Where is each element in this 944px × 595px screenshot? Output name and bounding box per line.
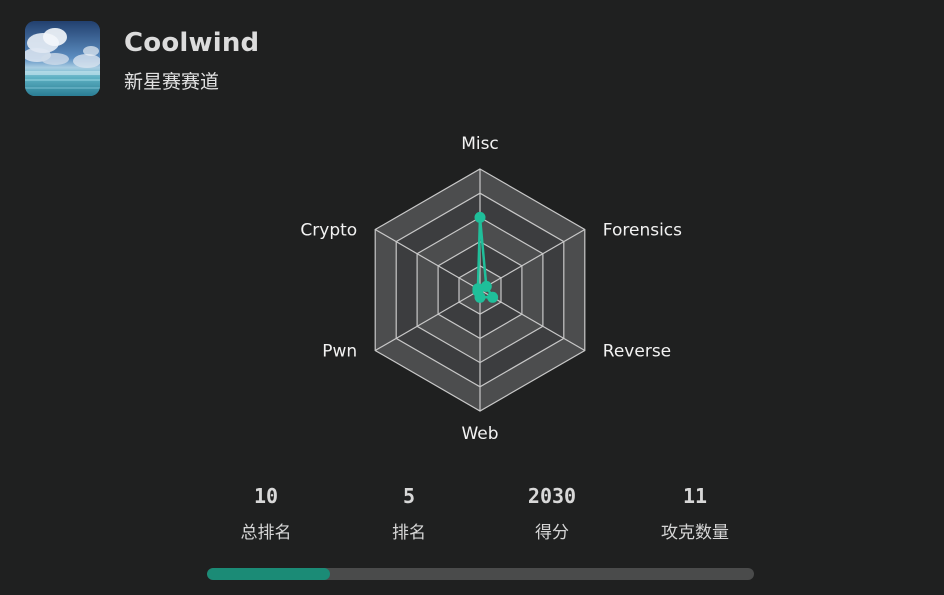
radar-axis-label-pwn: Pwn (322, 342, 357, 362)
stat-solved-count-value: 11 (682, 484, 708, 508)
radar-spoke-forensics (479, 228, 586, 291)
radar-axis-label-reverse: Reverse (603, 342, 671, 362)
stat-solved-count: 11 攻克数量 (625, 484, 765, 543)
sky-clouds-ocean-avatar-icon (25, 21, 100, 96)
stat-rank-label: 排名 (392, 523, 426, 543)
radar-axis-label-web: Web (461, 424, 498, 444)
stat-solved-count-label: 攻克数量 (661, 523, 729, 543)
radar-axis-label-misc: Misc (461, 134, 499, 154)
progress-bar (207, 568, 754, 580)
stat-total-rank-value: 10 (253, 484, 279, 508)
radar-spoke-reverse (479, 289, 586, 352)
radar-point-misc (474, 211, 486, 223)
avatar[interactable] (25, 21, 100, 96)
radar-axis-label-crypto: Crypto (300, 221, 357, 241)
stat-score: 2030 得分 (482, 484, 622, 543)
radar-point-forensics (480, 280, 492, 292)
stat-rank-value: 5 (402, 484, 416, 508)
stat-score-label: 得分 (535, 523, 569, 543)
skill-radar-chart: Misc Forensics Reverse Web Pwn Crypto (300, 134, 682, 444)
username: Coolwind (124, 28, 260, 58)
progress-bar-fill (207, 568, 331, 580)
stat-rank: 5 排名 (339, 484, 479, 543)
radar-point-reverse (487, 291, 499, 303)
radar-axis-label-forensics: Forensics (603, 221, 682, 241)
radar-point-crypto (472, 283, 484, 295)
radar-spoke-pwn (374, 289, 481, 352)
stat-total-rank: 10 总排名 (196, 484, 336, 543)
radar-spoke-crypto (374, 228, 481, 291)
track-name: 新星赛赛道 (124, 71, 220, 93)
stat-total-rank-label: 总排名 (240, 523, 292, 543)
stat-score-value: 2030 (527, 484, 577, 508)
